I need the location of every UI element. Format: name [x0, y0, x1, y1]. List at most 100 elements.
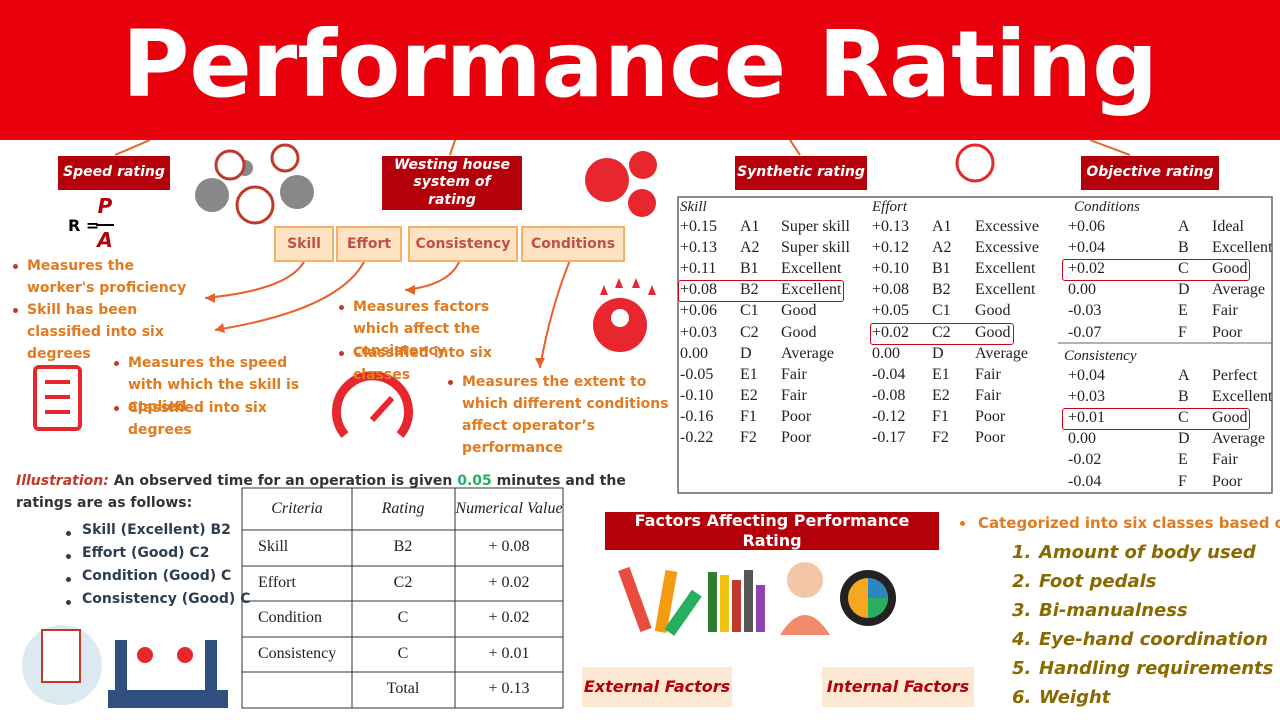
rating-cell: A	[1178, 218, 1190, 235]
table-cell: C2	[393, 573, 413, 591]
rating-cell: A1	[932, 218, 952, 235]
rating-cell: +0.03	[680, 323, 718, 341]
rating-cell: E1	[740, 365, 758, 383]
class-item: Foot pedals	[1039, 571, 1157, 592]
highlight	[870, 322, 1014, 345]
illustration-text: An observed time for an operation is giv…	[113, 473, 453, 489]
illustration-bullet: Consistency (Good) C	[82, 591, 251, 607]
rating-cell: Excellent	[1212, 239, 1273, 257]
rating-cell: Average	[781, 344, 834, 362]
rating-cell: Good	[975, 302, 1011, 320]
rating-cell: D	[1178, 430, 1190, 448]
internal-factors: Internal Factors	[822, 667, 974, 707]
rating-cell: E	[1178, 302, 1188, 320]
table-cell: + 0.02	[488, 573, 530, 591]
rating-cell: Excessive	[975, 239, 1039, 257]
class-number: 5.	[1012, 658, 1032, 679]
illustration-bullet: Effort (Good) C2	[82, 545, 210, 561]
rating-cell: -0.08	[872, 386, 906, 404]
rating-cell: B	[1178, 239, 1189, 257]
rating-cell: +0.02	[872, 323, 910, 341]
factor-box: Skill	[274, 226, 334, 262]
rating-cell: D	[932, 344, 944, 362]
rating-cell: Average	[1212, 281, 1265, 299]
rating-cell: -0.03	[1068, 302, 1102, 320]
rating-cell: +0.03	[1068, 388, 1106, 406]
class-number: 3.	[1012, 600, 1032, 621]
rating-cell: F2	[932, 429, 949, 446]
rating-cell: C1	[932, 302, 951, 320]
rating-cell: F1	[740, 407, 757, 425]
class-number: 2.	[1012, 571, 1032, 592]
rating-cell: +0.04	[1068, 367, 1106, 384]
rating-cell: F1	[932, 407, 949, 425]
formula-numerator: P	[97, 194, 113, 218]
formula-denominator: A	[97, 228, 113, 252]
table-cell: Consistency	[258, 644, 337, 662]
rating-cell: +0.08	[872, 281, 910, 299]
rating-cell: A	[1178, 367, 1190, 384]
table-cell: B2	[393, 538, 413, 555]
rating-cell: F2	[740, 429, 757, 446]
rating-cell: C2	[932, 323, 951, 341]
factor-box: Effort	[336, 226, 402, 262]
rating-cell: -0.04	[872, 365, 906, 383]
section-title: Consistency	[1064, 348, 1137, 364]
illustration-text: minutes and the ratings are as follows:	[16, 473, 626, 511]
rating-cell: Excellent	[1212, 388, 1273, 406]
table-cell: Total	[386, 680, 420, 697]
rating-cell: Good	[975, 323, 1011, 341]
bullet	[114, 406, 119, 411]
highlight	[1062, 408, 1250, 431]
illustration-label: Illustration:	[16, 473, 109, 489]
highlight	[1062, 259, 1250, 282]
rating-cell: Poor	[781, 429, 812, 446]
rating-cell: +0.12	[872, 239, 910, 257]
rating-cell: D	[1178, 281, 1190, 299]
rating-cell: Average	[1212, 430, 1265, 448]
bullet	[66, 600, 71, 605]
rating-cell: B	[1178, 388, 1189, 406]
rating-cell: Super skill	[781, 218, 850, 235]
rating-cell: E1	[932, 365, 950, 383]
rating-cell: E2	[932, 386, 950, 404]
rating-cell: Excellent	[781, 281, 842, 299]
rating-cell: +0.01	[1068, 409, 1106, 427]
class-number: 1.	[1012, 542, 1032, 563]
bullet	[13, 264, 18, 269]
rating-cell: +0.04	[1068, 239, 1106, 257]
illustration-bullet: Condition (Good) C	[82, 568, 232, 584]
rating-cell: A2	[740, 239, 760, 257]
rating-cell: Good	[1212, 260, 1248, 278]
class-item: Weight	[1039, 687, 1111, 708]
rating-cell: Good	[781, 302, 817, 320]
westinghouse-label: Westing house system of rating	[382, 156, 522, 210]
rating-cell: Ideal	[1212, 218, 1244, 235]
synthetic-rating-label: Synthetic rating	[735, 156, 867, 190]
rating-cell: A1	[740, 218, 760, 235]
rating-cell: B1	[932, 260, 951, 278]
class-item: Handling requirements	[1039, 658, 1274, 679]
note: Classified into six degrees	[128, 400, 267, 438]
bullet	[960, 521, 965, 526]
note: Measures the speed with which the skill …	[128, 355, 300, 415]
note: Skill has been classified into six degre…	[27, 302, 164, 362]
rating-cell: Excessive	[975, 218, 1039, 235]
rating-cell: B2	[740, 281, 759, 299]
rating-cell: C	[1178, 409, 1189, 427]
speed-rating-label: Speed rating	[58, 156, 170, 190]
rating-cell: Excellent	[975, 281, 1036, 299]
rating-cell: -0.04	[1068, 472, 1102, 490]
rating-cell: Good	[1212, 409, 1248, 427]
table-cell: + 0.13	[488, 680, 530, 697]
rating-cell: Poor	[781, 407, 812, 425]
class-item: Bi-manualness	[1039, 600, 1188, 621]
rating-cell: +0.13	[680, 239, 718, 257]
class-item: Eye-hand coordination	[1039, 629, 1268, 650]
rating-cell: Fair	[781, 365, 807, 383]
table-cell: C	[397, 644, 409, 662]
illustration: Illustration: An observed time for an op…	[16, 470, 656, 514]
rating-cell: E2	[740, 386, 758, 404]
